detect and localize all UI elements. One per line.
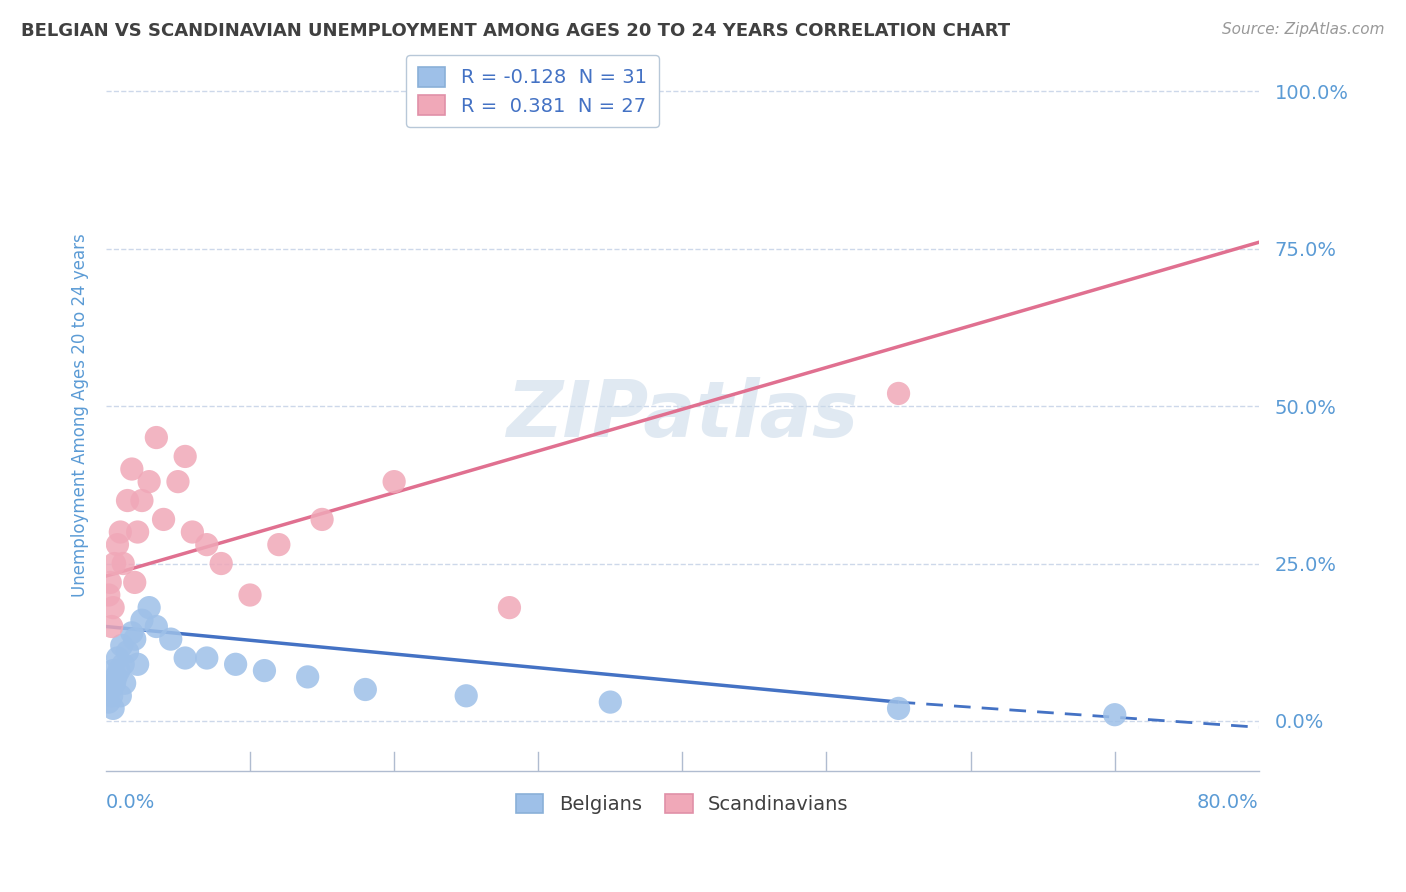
Point xyxy=(159,632,181,646)
Point xyxy=(111,639,134,653)
Point xyxy=(117,645,139,659)
Point xyxy=(124,632,146,646)
Point xyxy=(599,695,621,709)
Point xyxy=(267,538,290,552)
Point xyxy=(127,524,149,539)
Point xyxy=(97,588,120,602)
Point xyxy=(1104,707,1126,722)
Point xyxy=(887,386,910,401)
Point xyxy=(239,588,262,602)
Point xyxy=(121,625,143,640)
Y-axis label: Unemployment Among Ages 20 to 24 years: Unemployment Among Ages 20 to 24 years xyxy=(72,234,89,598)
Point xyxy=(103,557,125,571)
Legend: Belgians, Scandinavians: Belgians, Scandinavians xyxy=(505,782,860,826)
Point xyxy=(145,431,167,445)
Point xyxy=(98,682,121,697)
Point xyxy=(101,701,124,715)
Point xyxy=(138,600,160,615)
Point xyxy=(209,557,232,571)
Point xyxy=(114,676,136,690)
Point xyxy=(97,695,120,709)
Point xyxy=(167,475,190,489)
Text: BELGIAN VS SCANDINAVIAN UNEMPLOYMENT AMONG AGES 20 TO 24 YEARS CORRELATION CHART: BELGIAN VS SCANDINAVIAN UNEMPLOYMENT AMO… xyxy=(21,22,1011,40)
Point xyxy=(354,682,377,697)
Point xyxy=(181,524,204,539)
Point xyxy=(887,701,910,715)
Point xyxy=(100,619,122,633)
Text: 80.0%: 80.0% xyxy=(1197,793,1258,812)
Point xyxy=(195,651,218,665)
Text: Source: ZipAtlas.com: Source: ZipAtlas.com xyxy=(1222,22,1385,37)
Point xyxy=(225,657,247,672)
Point xyxy=(131,493,153,508)
Point xyxy=(131,613,153,627)
Point xyxy=(98,575,121,590)
Text: ZIPatlas: ZIPatlas xyxy=(506,377,859,453)
Point xyxy=(297,670,319,684)
Point xyxy=(498,600,520,615)
Point xyxy=(112,557,135,571)
Point xyxy=(101,600,124,615)
Point xyxy=(311,512,333,526)
Point xyxy=(117,493,139,508)
Point xyxy=(138,475,160,489)
Point xyxy=(104,670,127,684)
Point xyxy=(107,651,129,665)
Point xyxy=(195,538,218,552)
Point xyxy=(103,676,125,690)
Point xyxy=(253,664,276,678)
Point xyxy=(101,664,124,678)
Point xyxy=(174,450,197,464)
Point xyxy=(110,689,132,703)
Point xyxy=(110,524,132,539)
Point xyxy=(145,619,167,633)
Point xyxy=(108,664,131,678)
Point xyxy=(107,538,129,552)
Point xyxy=(124,575,146,590)
Text: 0.0%: 0.0% xyxy=(105,793,155,812)
Point xyxy=(100,689,122,703)
Point xyxy=(112,657,135,672)
Point xyxy=(121,462,143,476)
Point xyxy=(456,689,478,703)
Point xyxy=(174,651,197,665)
Point xyxy=(127,657,149,672)
Point xyxy=(382,475,405,489)
Point xyxy=(152,512,174,526)
